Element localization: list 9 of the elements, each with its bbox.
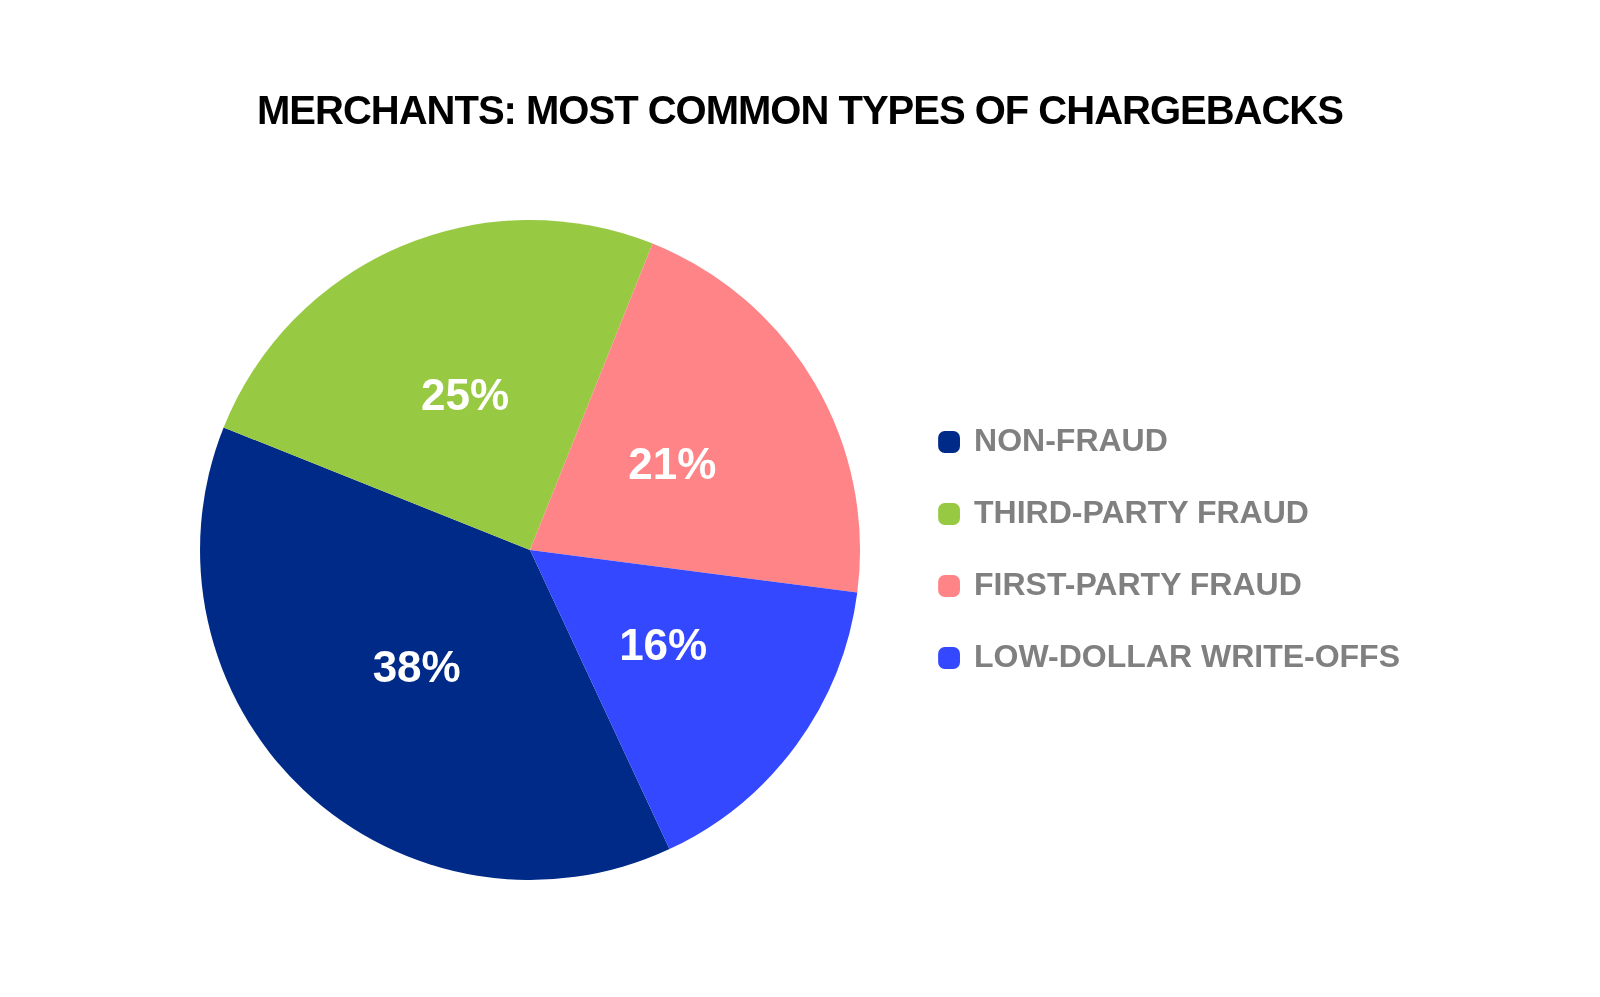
legend-label: THIRD-PARTY FRAUD bbox=[974, 493, 1309, 530]
chart-title: MERCHANTS: MOST COMMON TYPES OF CHARGEBACKS bbox=[256, 88, 1344, 133]
legend-label: FIRST-PARTY FRAUD bbox=[974, 565, 1302, 602]
data-label: 25% bbox=[420, 370, 510, 420]
data-label: 38% bbox=[372, 642, 461, 692]
data-label: 16% bbox=[619, 619, 708, 669]
legend-label: LOW-DOLLAR WRITE-OFFS bbox=[974, 637, 1400, 674]
legend-label: NON-FRAUD bbox=[974, 421, 1168, 458]
data-label: 21% bbox=[628, 438, 717, 488]
